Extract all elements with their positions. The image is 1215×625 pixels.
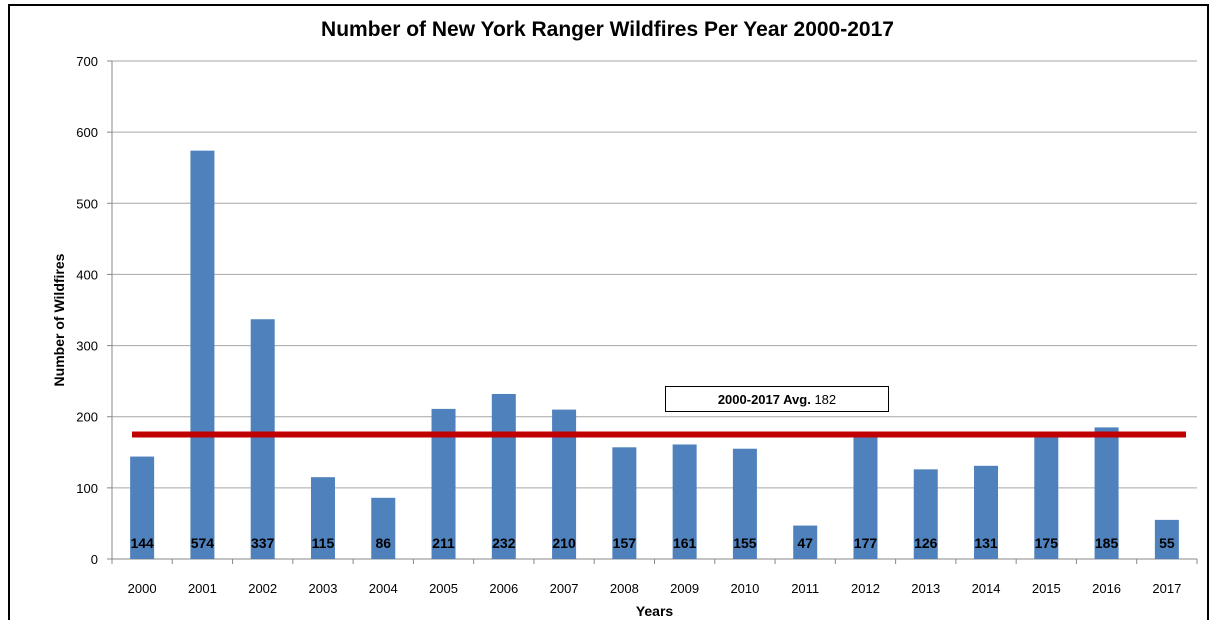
bar: [310, 477, 335, 559]
data-label: 210: [552, 535, 576, 551]
data-label: 574: [191, 535, 215, 551]
bar: [672, 444, 697, 559]
bar: [491, 393, 516, 559]
x-tick-label: 2017: [1152, 581, 1181, 596]
x-tick-label: 2001: [188, 581, 217, 596]
data-label: 115: [312, 535, 335, 551]
data-label: 86: [375, 535, 391, 551]
data-label: 144: [130, 535, 154, 551]
data-label: 47: [797, 535, 813, 551]
y-tick-label: 500: [76, 196, 98, 211]
x-tick-label: 2004: [369, 581, 398, 596]
x-tick-label: 2003: [309, 581, 338, 596]
x-tick-label: 2006: [489, 581, 518, 596]
average-value: 182: [814, 391, 837, 407]
bar: [913, 469, 938, 559]
x-tick-label: 2009: [670, 581, 699, 596]
x-tick-label: 2012: [851, 581, 880, 596]
data-label: 157: [613, 535, 637, 551]
y-tick-label: 400: [76, 267, 98, 282]
y-tick-label: 0: [91, 552, 98, 567]
data-label: 337: [251, 535, 275, 551]
y-tick-label: 200: [76, 410, 98, 425]
bar: [732, 448, 757, 559]
x-axis-title: Years: [636, 603, 674, 619]
data-label: 232: [492, 535, 516, 551]
bar: [371, 497, 396, 559]
bar: [974, 465, 999, 559]
bar: [612, 447, 637, 559]
x-tick-label: 2010: [730, 581, 759, 596]
y-tick-label: 600: [76, 125, 98, 140]
bar: [1034, 434, 1059, 559]
data-label: 175: [1035, 535, 1059, 551]
data-label: 185: [1095, 535, 1119, 551]
data-label: 177: [854, 535, 878, 551]
x-tick-label: 2007: [550, 581, 579, 596]
y-axis-title: Number of Wildfires: [51, 253, 67, 386]
y-tick-label: 700: [76, 54, 98, 69]
average-label: 2000-2017 Avg.: [717, 391, 811, 407]
x-tick-label: 2005: [429, 581, 458, 596]
bar: [130, 456, 155, 559]
data-label: 161: [673, 535, 697, 551]
data-label: 131: [974, 535, 998, 551]
bar: [250, 319, 275, 559]
x-tick-label: 2011: [791, 581, 819, 596]
data-label: 55: [1159, 535, 1175, 551]
average-annotation: 2000-2017 Avg. 182: [665, 386, 889, 412]
x-tick-label: 2008: [610, 581, 639, 596]
y-tick-label: 100: [76, 481, 98, 496]
chart-title: Number of New York Ranger Wildfires Per …: [321, 18, 894, 41]
x-tick-label: 2013: [911, 581, 940, 596]
x-tick-label: 2000: [128, 581, 157, 596]
x-tick-label: 2002: [248, 581, 277, 596]
bar: [853, 433, 878, 559]
bar: [190, 150, 215, 559]
bar: [1154, 519, 1179, 559]
x-tick-label: 2016: [1092, 581, 1121, 596]
x-tick-label: 2014: [972, 581, 1001, 596]
y-tick-label: 300: [76, 339, 98, 354]
data-label: 211: [432, 535, 455, 551]
data-label: 155: [733, 535, 757, 551]
x-tick-label: 2015: [1032, 581, 1061, 596]
bar: [1094, 427, 1119, 559]
data-label: 126: [914, 535, 938, 551]
bar: [793, 525, 818, 559]
